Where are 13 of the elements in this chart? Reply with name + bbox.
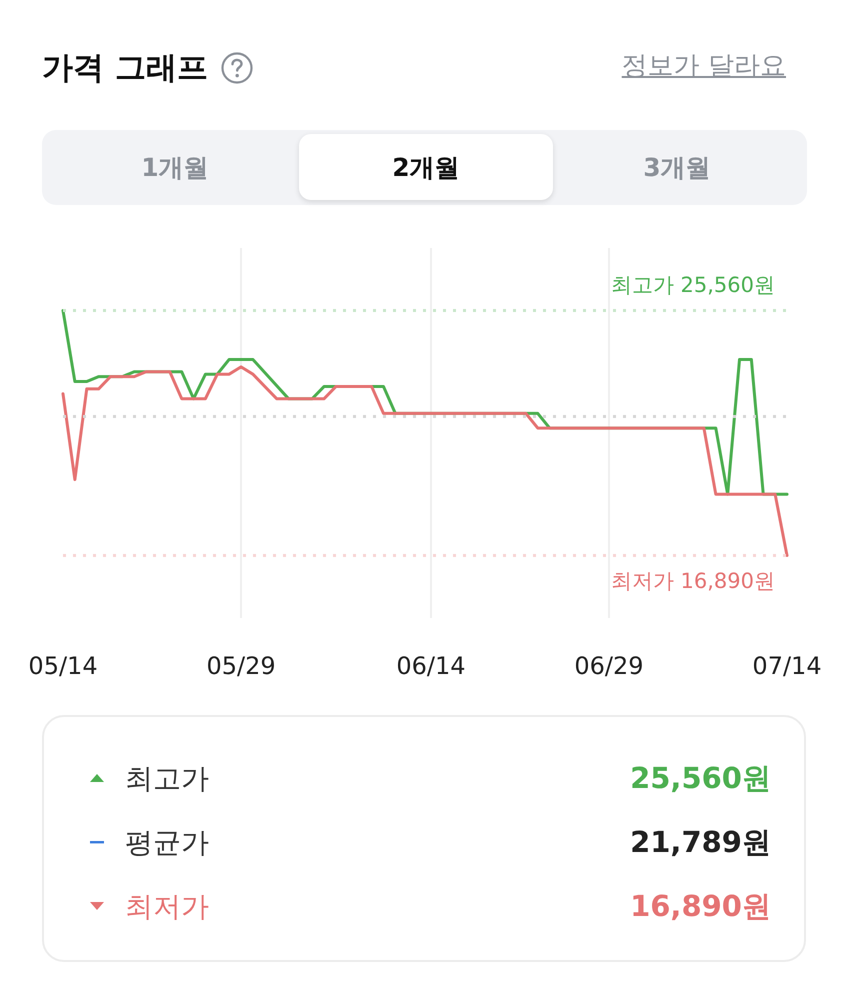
chart-title: 가격 그래프 [42, 49, 208, 88]
tab[interactable]: 3개월 [550, 134, 804, 200]
x-tick-label: 05/14 [28, 652, 98, 680]
tab[interactable]: 1개월 [48, 134, 302, 200]
x-tick-label: 07/14 [752, 652, 822, 680]
ref-line-label: 최저가 16,890원 [610, 569, 775, 594]
summary-card: 최고가 25,560원 평균가 21,789원 최저가 16,890원 [42, 715, 806, 962]
selected-tab[interactable]: 2개월 [299, 134, 553, 200]
ref-line-label: 최고가 25,560원 [610, 272, 775, 297]
x-tick-label: 06/14 [396, 652, 466, 680]
x-tick-label: 05/29 [206, 652, 276, 680]
text: 정보가 달라요 [622, 50, 786, 83]
x-tick-label: 06/29 [574, 652, 644, 680]
